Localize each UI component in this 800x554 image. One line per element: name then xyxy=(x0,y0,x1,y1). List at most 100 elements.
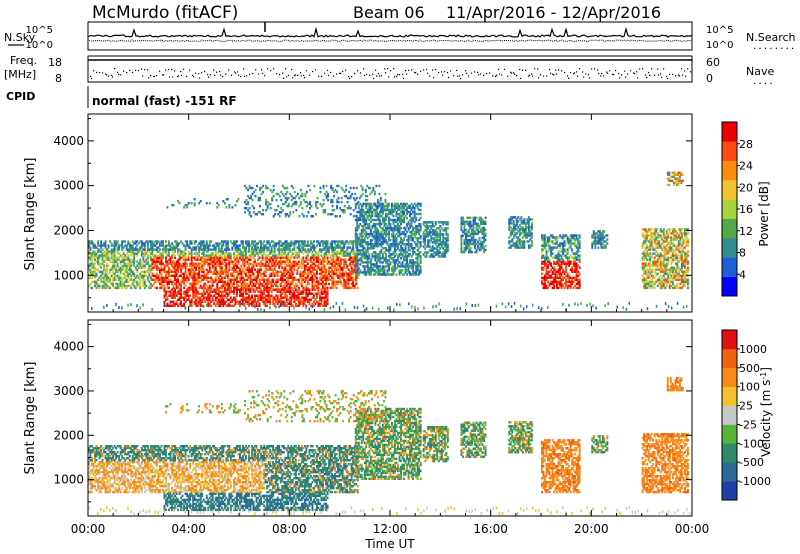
range-cell xyxy=(160,268,163,271)
nave-point xyxy=(634,73,636,75)
nave-point xyxy=(129,69,131,72)
range-cell xyxy=(395,249,398,252)
range-cell xyxy=(302,274,305,278)
range-cell xyxy=(233,264,235,267)
range-cell xyxy=(478,216,481,220)
range-cell xyxy=(193,280,196,284)
range-cell xyxy=(196,272,199,276)
range-cell xyxy=(264,266,267,269)
range-cell xyxy=(130,270,133,274)
nave-point xyxy=(514,73,516,75)
range-cell xyxy=(178,262,181,265)
range-cell xyxy=(166,298,169,302)
range-cell xyxy=(442,251,445,254)
range-cell xyxy=(418,255,421,258)
range-cell xyxy=(409,237,412,240)
range-cell xyxy=(109,250,112,253)
range-cell xyxy=(125,274,128,278)
range-cell xyxy=(133,284,136,288)
range-cell xyxy=(313,286,315,290)
range-cell xyxy=(368,226,371,230)
range-cell xyxy=(254,254,257,257)
range-cell xyxy=(106,286,109,290)
range-cell xyxy=(359,222,362,226)
range-cell xyxy=(163,250,166,253)
range-cell xyxy=(314,282,317,286)
nave-point xyxy=(286,76,288,78)
range-cell xyxy=(406,261,409,264)
range-cell xyxy=(100,246,103,249)
range-cell xyxy=(462,250,464,254)
range-cell xyxy=(130,276,133,280)
range-cell xyxy=(341,242,344,245)
range-cell xyxy=(175,300,178,304)
range-cell xyxy=(385,230,387,234)
range-cell xyxy=(116,256,119,259)
range-cell xyxy=(207,276,210,280)
range-cell xyxy=(343,250,346,253)
range-cell xyxy=(143,242,146,245)
range-cell xyxy=(424,233,427,236)
range-cell xyxy=(341,258,344,261)
range-cell xyxy=(323,298,326,302)
range-cell xyxy=(169,290,172,293)
range-cell xyxy=(272,300,275,304)
range-cell xyxy=(409,218,412,222)
range-cell xyxy=(297,280,300,284)
range-cell xyxy=(472,238,475,242)
range-cell xyxy=(152,262,155,265)
range-cell xyxy=(346,254,349,257)
range-cell xyxy=(281,244,284,247)
range-cell xyxy=(303,300,306,304)
range-cell xyxy=(374,243,377,246)
range-cell xyxy=(297,256,300,259)
range-cell xyxy=(216,274,219,278)
range-cell xyxy=(463,242,466,246)
range-cell xyxy=(362,208,365,212)
range-cell xyxy=(136,264,139,267)
nave-point xyxy=(357,70,359,72)
range-cell xyxy=(220,246,223,249)
range-cell xyxy=(508,222,511,225)
range-cell xyxy=(460,216,463,220)
range-cell xyxy=(125,264,128,267)
range-cell xyxy=(326,300,329,304)
nave-point xyxy=(639,68,641,70)
range-cell xyxy=(198,276,201,280)
nave-point xyxy=(678,74,680,76)
range-cell xyxy=(287,282,290,286)
range-cell xyxy=(219,250,222,253)
range-cell xyxy=(266,280,269,284)
range-cell xyxy=(279,256,282,259)
range-cell xyxy=(392,214,395,218)
range-cell xyxy=(211,296,214,299)
range-cell xyxy=(264,254,267,257)
range-cell xyxy=(237,284,240,288)
range-cell xyxy=(303,268,306,271)
range-cell xyxy=(245,292,247,295)
range-cell xyxy=(281,288,284,291)
nave-point xyxy=(646,76,648,79)
range-cell xyxy=(410,243,413,246)
nave-point xyxy=(456,69,458,72)
range-cell xyxy=(352,244,355,247)
nave-point xyxy=(672,73,674,76)
range-cell xyxy=(231,290,234,293)
range-cell xyxy=(340,266,343,269)
range-cell xyxy=(152,244,155,247)
range-cell xyxy=(306,250,309,253)
range-cell xyxy=(313,262,315,265)
range-cell xyxy=(249,250,252,253)
range-cell xyxy=(375,243,378,246)
range-cell xyxy=(300,260,303,263)
range-cell xyxy=(116,262,119,265)
range-cell xyxy=(169,248,172,251)
range-cell xyxy=(325,302,328,306)
range-cell xyxy=(267,268,270,271)
range-cell xyxy=(279,290,282,293)
range-cell xyxy=(430,239,433,242)
range-cell xyxy=(180,264,183,267)
range-cell xyxy=(94,250,96,253)
range-cell xyxy=(483,220,486,224)
range-cell xyxy=(214,242,217,245)
